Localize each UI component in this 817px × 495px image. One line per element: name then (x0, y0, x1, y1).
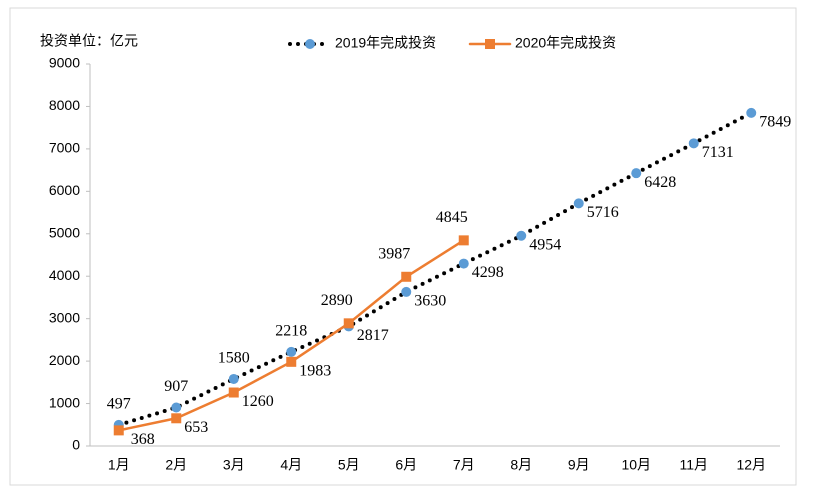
x-tick-label: 9月 (568, 457, 590, 473)
marker (746, 107, 757, 118)
x-tick-label: 7月 (453, 457, 475, 473)
y-tick-label: 3000 (49, 309, 80, 325)
legend-label: 2020年完成投资 (515, 35, 616, 51)
legend-marker (305, 39, 315, 49)
data-label: 7131 (702, 144, 734, 161)
data-label: 3987 (378, 245, 410, 262)
y-tick-label: 9000 (49, 55, 80, 71)
x-tick-label: 11月 (679, 457, 708, 473)
x-tick-label: 2月 (165, 457, 187, 473)
data-label: 2817 (357, 327, 389, 344)
x-tick-label: 6月 (395, 457, 417, 473)
data-label: 1580 (218, 350, 250, 367)
y-tick-label: 4000 (49, 267, 80, 283)
marker (343, 318, 354, 329)
y-tick-label: 6000 (49, 182, 80, 198)
data-label: 4954 (529, 236, 561, 253)
data-label: 4298 (472, 264, 504, 281)
data-label: 653 (184, 419, 208, 436)
y-tick-label: 8000 (49, 97, 80, 113)
marker (458, 258, 469, 269)
x-tick-label: 8月 (510, 457, 532, 473)
data-label: 7849 (759, 114, 791, 131)
legend-marker (485, 39, 495, 49)
marker (458, 235, 469, 246)
chart-frame (9, 7, 797, 486)
y-tick-label: 5000 (49, 224, 80, 240)
marker (401, 271, 412, 282)
marker (171, 413, 182, 424)
marker (228, 373, 239, 384)
marker (401, 286, 412, 297)
data-label: 2890 (321, 292, 353, 309)
y-tick-label: 1000 (49, 394, 80, 410)
unit-label: 投资单位：亿元 (40, 33, 138, 49)
marker (631, 168, 642, 179)
marker (228, 387, 239, 398)
data-label: 1983 (299, 363, 331, 380)
marker (573, 198, 584, 209)
data-label: 5716 (587, 204, 619, 221)
marker (171, 402, 182, 413)
x-tick-label: 12月 (736, 457, 766, 473)
y-tick-label: 0 (72, 437, 80, 453)
data-label: 2218 (275, 323, 307, 340)
series-line (116, 110, 754, 427)
marker (516, 230, 527, 241)
data-label: 497 (107, 396, 131, 413)
data-label: 1260 (242, 393, 274, 410)
marker (113, 425, 124, 436)
marker (286, 356, 297, 367)
y-tick-label: 2000 (49, 352, 80, 368)
legend-label: 2019年完成投资 (335, 35, 436, 51)
x-tick-label: 1月 (108, 457, 130, 473)
x-tick-label: 4月 (280, 457, 302, 473)
data-label: 3630 (414, 293, 446, 310)
data-label: 907 (164, 378, 188, 395)
data-label: 368 (131, 431, 155, 448)
data-label: 4845 (436, 209, 468, 226)
x-tick-label: 3月 (223, 457, 245, 473)
x-tick-label: 10月 (621, 457, 651, 473)
x-tick-label: 5月 (338, 457, 360, 473)
marker (688, 138, 699, 149)
data-label: 6428 (644, 174, 676, 191)
y-tick-label: 7000 (49, 140, 80, 156)
marker (286, 346, 297, 357)
